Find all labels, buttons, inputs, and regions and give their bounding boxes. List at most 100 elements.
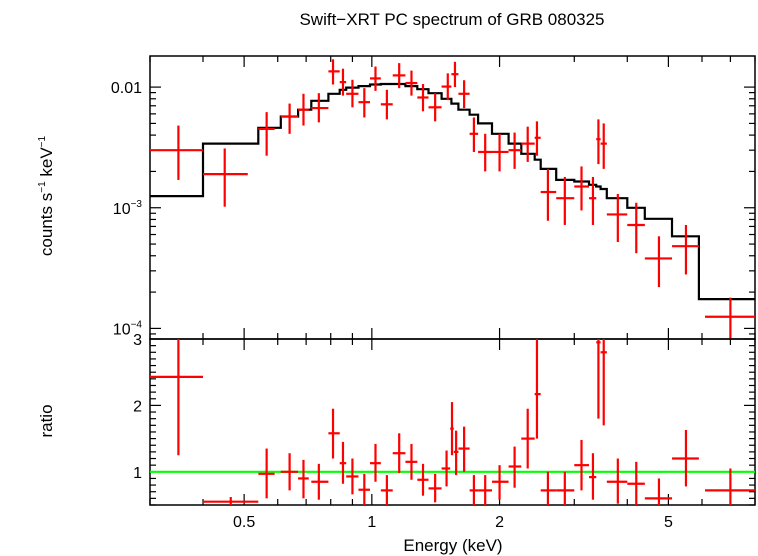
ratio-data-point: [346, 458, 359, 495]
spectrum-data-point: [258, 112, 275, 156]
ratio-frame: [149, 338, 756, 506]
spectrum-data-point: [600, 123, 607, 169]
spectrum-data-point: [328, 59, 340, 85]
spectrum-data-point: [521, 126, 535, 162]
ratio-data-point: [600, 339, 607, 426]
ratio-data-point: [369, 443, 381, 482]
ratio-data-point: [458, 426, 470, 472]
spectrum-data-point: [606, 194, 628, 243]
spectrum-data-point: [203, 148, 248, 207]
ratio-data-point: [428, 473, 442, 503]
ratio-data-point: [441, 450, 451, 487]
spectrum-data-point: [540, 168, 557, 221]
spectrum-data-point: [150, 125, 204, 180]
spectrum-data-point: [280, 103, 299, 134]
ratio-data-point: [280, 453, 299, 491]
ratio-data-point: [540, 471, 557, 505]
ratio-data-point: [469, 475, 479, 505]
ratio-y-tick-label: 3: [133, 332, 142, 349]
spectrum-data-point: [369, 66, 381, 91]
chart-title: Swift−XRT PC spectrum of GRB 080325: [299, 10, 604, 29]
spectrum-data-point: [672, 224, 699, 275]
spectrum-data-point: [469, 117, 479, 152]
spectrum-y-tick-exponent: −3: [131, 199, 143, 210]
x-tick-label: 0.5: [233, 514, 255, 531]
spectrum-data-point: [492, 133, 509, 172]
spectrum-data-point: [428, 93, 442, 122]
spectrum-data-point: [392, 63, 406, 89]
spectrum-data-point: [705, 297, 755, 339]
ratio-data-point: [596, 339, 601, 419]
spectrum-data-point: [556, 176, 575, 225]
spectrum-data-point: [441, 73, 452, 101]
spectrum-data-point: [451, 61, 459, 88]
spectrum-data-point: [298, 93, 309, 126]
top-y-axis-label-unit: keV: [37, 147, 56, 182]
ratio-data-point: [478, 475, 493, 505]
spectrum-y-tick-label: 10−3: [113, 199, 143, 218]
x-tick-label: 2: [495, 514, 504, 531]
ratio-data-point: [521, 408, 535, 469]
ratio-panel: 1 2 3 0.5 1 2 5: [133, 332, 756, 531]
spectrum-data-point: [380, 89, 393, 120]
ratio-data-point: [508, 446, 522, 488]
ratio-data-point: [380, 475, 393, 505]
ratio-data-point: [358, 473, 370, 505]
ratio-data-point: [492, 465, 509, 500]
ratio-data-point: [328, 408, 340, 459]
spectrum-y-tick-base: 10: [113, 201, 131, 218]
spectrum-data-point: [574, 166, 590, 211]
spectrum-data-point: [508, 132, 522, 169]
ratio-data-point: [589, 453, 597, 500]
top-y-axis-label-main: counts s: [37, 193, 56, 256]
spectrum-data-point: [596, 119, 601, 165]
spectrum-data-point: [644, 236, 673, 288]
ratio-y-tick-label: 1: [133, 465, 142, 482]
top-y-axis-label-exponent-1: −1: [37, 181, 48, 193]
spectrum-data-point: [458, 80, 470, 109]
spectrum-data-point: [417, 84, 429, 112]
spectrum-y-tick-exponent: −4: [131, 319, 143, 330]
ratio-data-point: [453, 430, 459, 476]
ratio-data-point: [574, 439, 590, 491]
spectrum-y-tick-label: 0.01: [111, 80, 142, 97]
spectrum-data-point: [627, 202, 645, 254]
ratio-data-point: [311, 463, 329, 500]
ratio-data-point: [606, 458, 628, 504]
ratio-data-point: [556, 471, 575, 505]
ratio-data-point: [672, 429, 699, 487]
ratio-data-point: [417, 463, 429, 496]
top-y-axis-label: counts s−1 keV−1: [37, 135, 56, 256]
ratio-data-point: [644, 478, 673, 505]
spectrum-data-point: [589, 176, 597, 225]
spectrum-data-point: [346, 79, 359, 108]
top-y-axis-label-exponent-2: −1: [37, 135, 48, 147]
spectrum-data-point: [534, 121, 541, 156]
ratio-y-tick-label: 2: [133, 398, 142, 415]
ratio-data-point: [450, 402, 454, 456]
x-axis-label: Energy (keV): [403, 536, 502, 555]
ratio-data-point: [392, 433, 406, 474]
ratio-data-point: [627, 461, 645, 505]
ratio-data-point: [705, 468, 755, 505]
bottom-y-axis-label: ratio: [37, 404, 56, 437]
spectrum-data-point: [405, 70, 418, 96]
spectrum-data-point: [339, 68, 347, 96]
svg-text:counts s−1 keV−1: counts s−1 keV−1: [37, 135, 56, 256]
model-step-line: [150, 82, 755, 301]
ratio-data-point: [150, 339, 204, 456]
x-tick-label: 5: [664, 514, 673, 531]
ratio-data-point: [298, 459, 309, 499]
ratio-data-point: [405, 443, 418, 480]
spectrum-data-point: [358, 88, 370, 118]
ratio-data-point: [258, 448, 275, 499]
ratio-data-point: [339, 441, 347, 484]
spectrum-y-tick-label: 10−4: [113, 319, 143, 338]
ratio-data-point: [203, 497, 259, 505]
ratio-data-point: [534, 339, 541, 439]
spectrum-data-point: [311, 93, 329, 123]
spectrum-y-tick-base: 10: [113, 321, 131, 338]
spectrum-data-point: [478, 133, 493, 172]
